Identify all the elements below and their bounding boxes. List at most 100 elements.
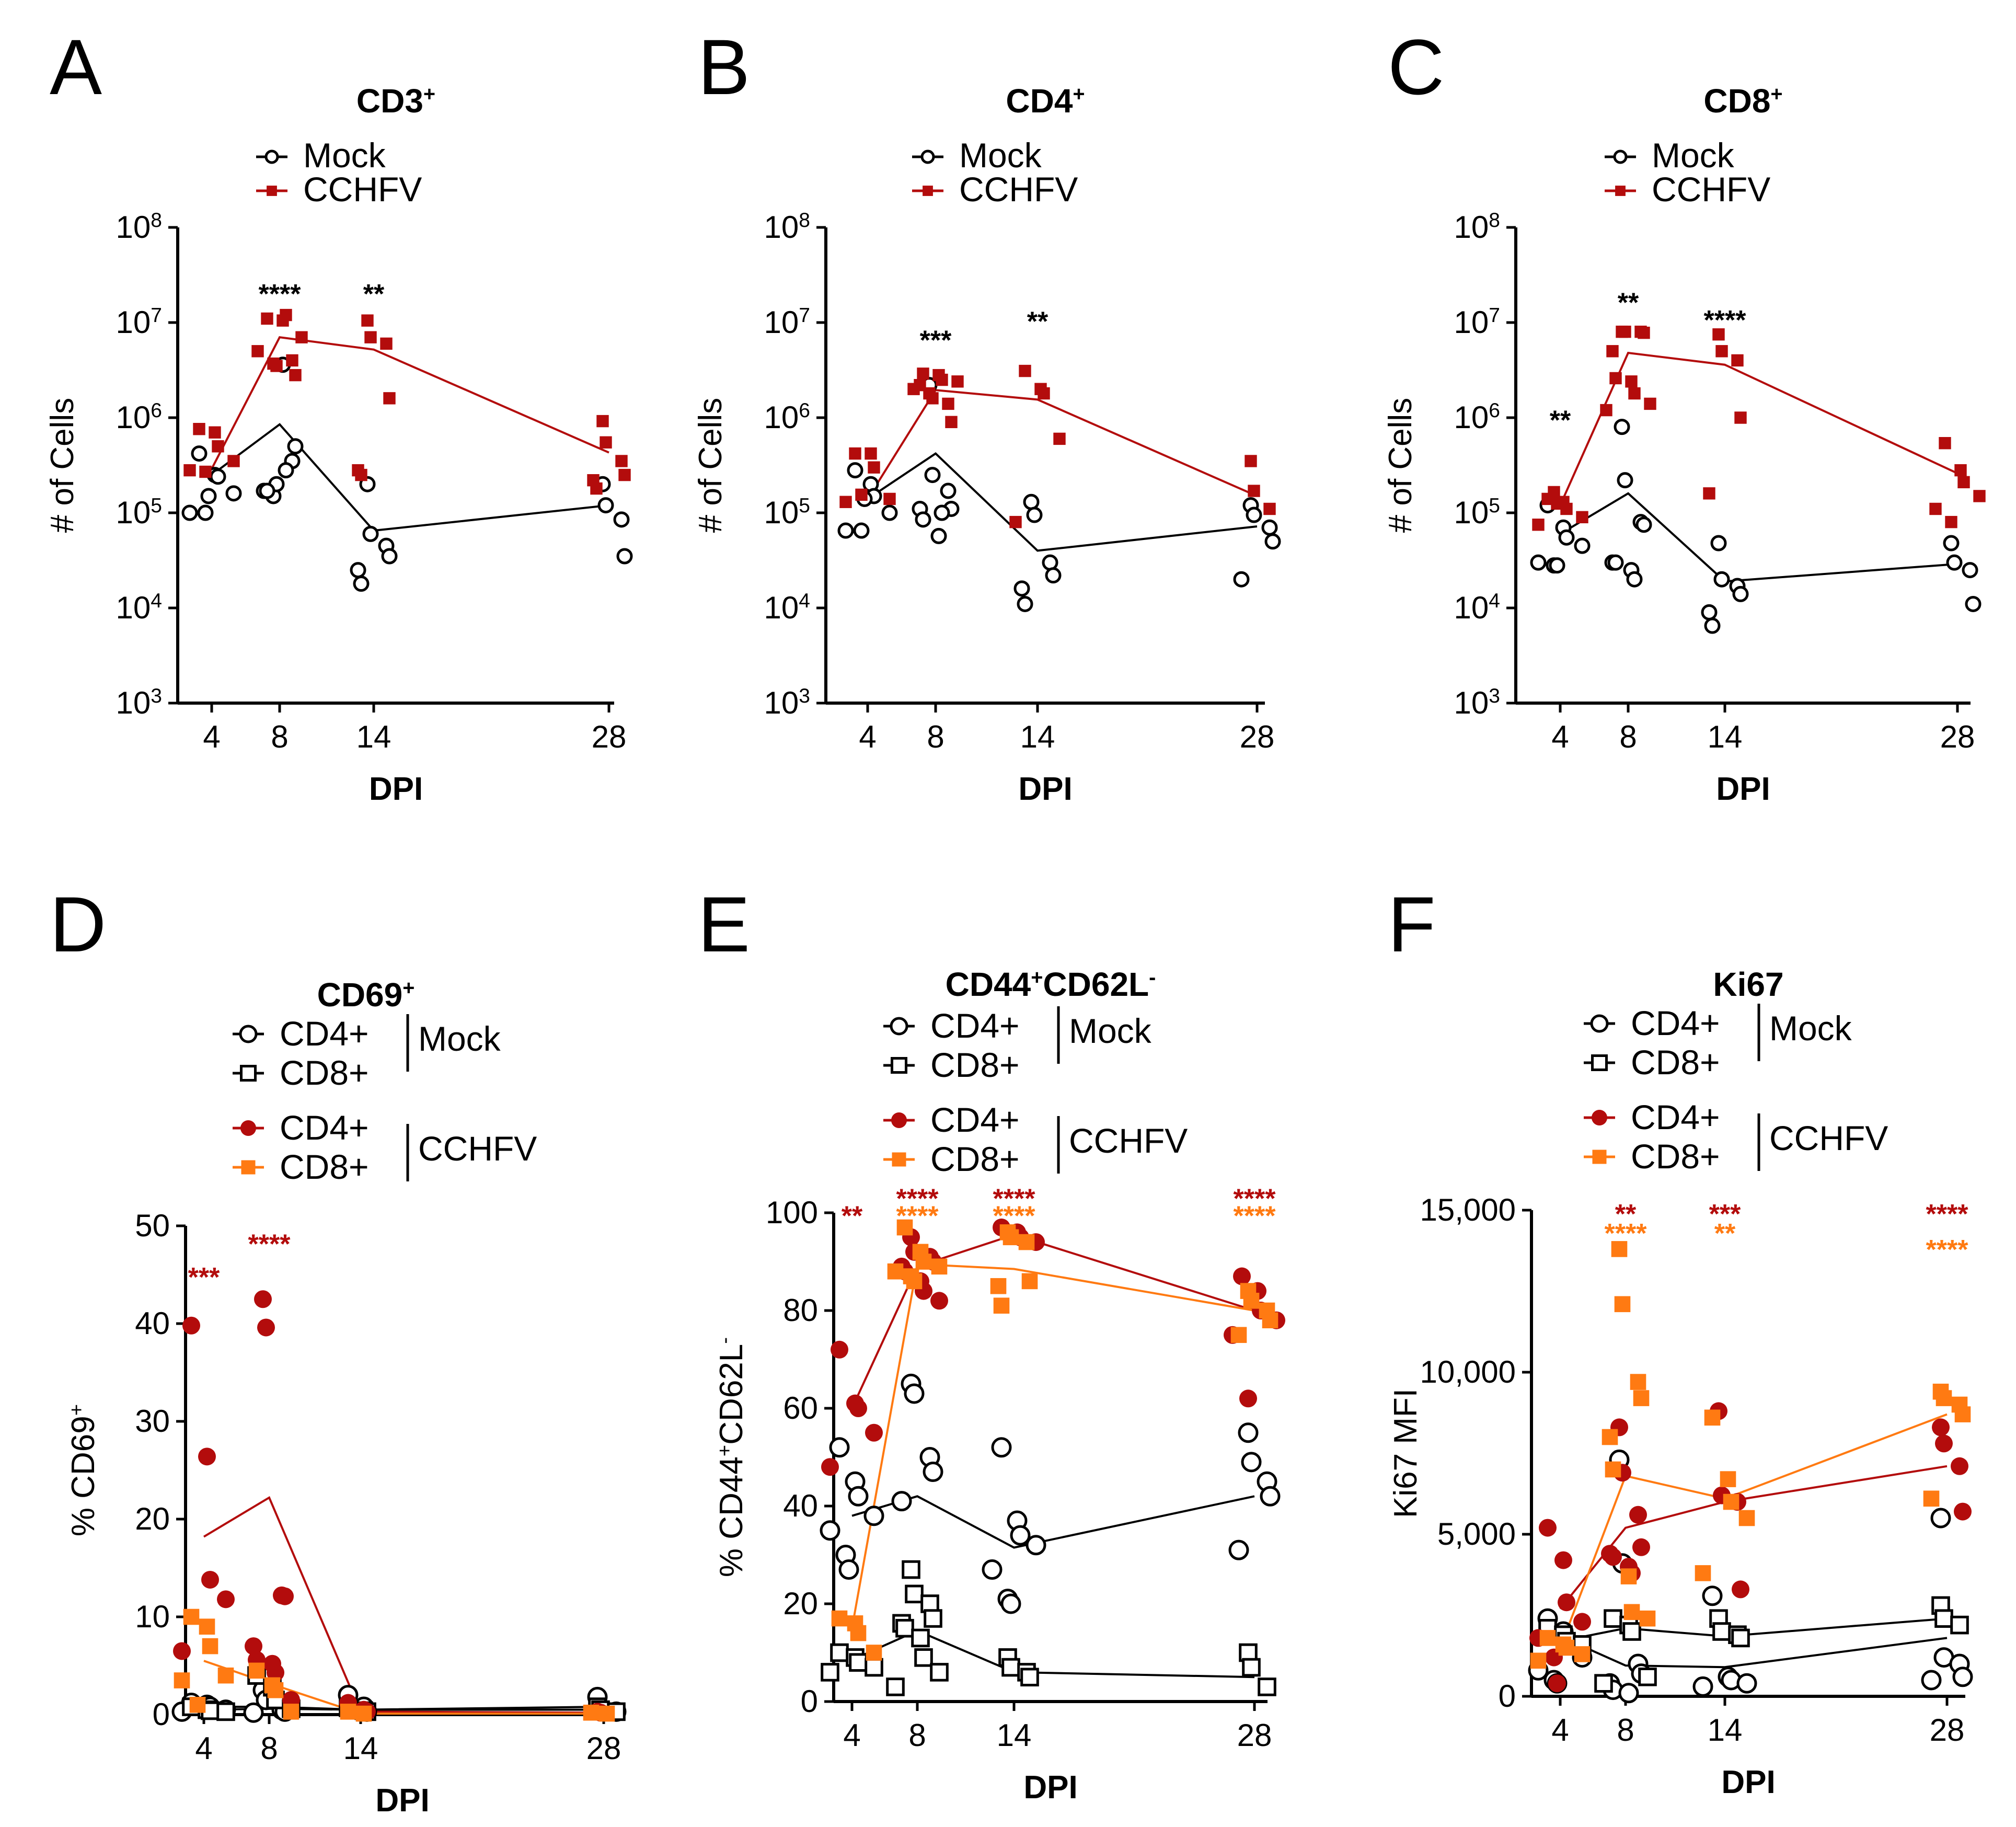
- data-point: [1957, 476, 1970, 489]
- y-tick-label: 107: [116, 304, 162, 340]
- data-point: [287, 438, 304, 455]
- data-point: [926, 392, 939, 405]
- data-point: [942, 397, 954, 410]
- data-point: [181, 504, 198, 521]
- legend-marker: [267, 186, 277, 196]
- legend-marker: [1592, 1150, 1607, 1164]
- data-point: [1629, 1506, 1647, 1524]
- data-point: [616, 548, 633, 565]
- data-point: [183, 1608, 200, 1625]
- legend-marker: [1613, 150, 1628, 164]
- legend-marker: [240, 1120, 256, 1136]
- panel-label: D: [50, 880, 106, 968]
- mean-line: [203, 1660, 604, 1715]
- data-point: [914, 1648, 933, 1667]
- data-point: [1602, 1429, 1618, 1445]
- legend-label: CD8+: [280, 1147, 369, 1186]
- data-point: [202, 1638, 218, 1654]
- data-point: [1530, 554, 1547, 571]
- legend-marker: [1592, 1110, 1607, 1125]
- data-point: [821, 1458, 839, 1476]
- data-point: [936, 373, 948, 386]
- x-tick-label: 14: [1708, 719, 1743, 754]
- data-point: [993, 1297, 1010, 1314]
- data-point: [1632, 1538, 1650, 1556]
- data-point: [217, 1667, 234, 1684]
- significance-label: **: [1714, 1219, 1736, 1249]
- x-tick-label: 28: [1930, 1713, 1965, 1748]
- data-point: [1628, 387, 1641, 400]
- data-point: [1704, 617, 1721, 634]
- mean-line: [851, 1263, 1255, 1629]
- data-point: [1019, 364, 1031, 377]
- data-point: [248, 1662, 265, 1679]
- x-tick-label: 28: [586, 1731, 621, 1766]
- chart-title: CD44+CD62L-: [946, 966, 1156, 1003]
- data-point: [1614, 1296, 1631, 1313]
- data-point: [243, 1702, 264, 1723]
- data-point: [1692, 1676, 1713, 1697]
- data-point: [863, 1506, 884, 1526]
- data-point: [1548, 1674, 1566, 1693]
- significance-label: ****: [1234, 1201, 1276, 1231]
- data-point: [254, 1290, 272, 1308]
- y-tick-label: 107: [1454, 304, 1500, 340]
- significance-label: **: [1615, 1199, 1637, 1230]
- data-point: [174, 1672, 190, 1688]
- data-point: [1246, 507, 1262, 523]
- data-point: [945, 416, 958, 429]
- legend-group-label: CCHFV: [1069, 1121, 1188, 1160]
- y-tick-label: 20: [135, 1501, 170, 1536]
- significance-label: ****: [259, 279, 302, 309]
- data-point: [838, 1559, 859, 1580]
- chart-title: CD4+: [1006, 82, 1085, 120]
- data-point: [915, 511, 931, 528]
- data-point: [1932, 1418, 1950, 1437]
- data-point: [381, 548, 398, 565]
- data-point: [198, 1447, 216, 1466]
- y-tick-label: 10,000: [1420, 1354, 1516, 1389]
- data-point: [1609, 372, 1622, 385]
- significance-label: **: [1550, 406, 1571, 436]
- y-tick-label: 10: [135, 1599, 170, 1634]
- data-point: [923, 1462, 943, 1483]
- data-point: [1731, 354, 1744, 367]
- data-point: [193, 422, 205, 435]
- chart-title: Ki67: [1713, 966, 1783, 1003]
- data-point: [830, 1643, 849, 1662]
- data-point: [1720, 1471, 1736, 1487]
- significance-label: ****: [1234, 1184, 1276, 1214]
- data-point: [849, 447, 861, 460]
- data-point: [1732, 1580, 1749, 1599]
- data-point: [1233, 571, 1250, 588]
- data-point: [1736, 1673, 1757, 1694]
- data-point: [865, 1658, 883, 1677]
- data-point: [1560, 502, 1573, 515]
- legend-marker: [1590, 1014, 1609, 1033]
- data-point: [590, 482, 603, 495]
- data-point: [350, 562, 366, 579]
- legend-label: Mock: [959, 136, 1042, 175]
- chart-title: CD69+: [317, 976, 415, 1014]
- x-tick-label: 4: [203, 719, 220, 754]
- data-point: [199, 1618, 215, 1635]
- data-point: [1939, 437, 1951, 450]
- data-point: [1611, 1241, 1628, 1257]
- legend-marker: [891, 1057, 907, 1074]
- data-point: [924, 467, 941, 484]
- data-point: [267, 1663, 284, 1682]
- data-point: [1633, 1390, 1650, 1406]
- significance-label: ****: [248, 1229, 291, 1259]
- data-point: [1245, 455, 1257, 467]
- data-point: [915, 1254, 932, 1270]
- data-point: [896, 1219, 913, 1236]
- mean-line: [1560, 1635, 1948, 1669]
- mean-line: [1559, 1413, 1948, 1648]
- legend-label: CCHFV: [1652, 170, 1770, 209]
- data-point: [1723, 1493, 1739, 1510]
- panel-label: E: [698, 880, 750, 968]
- data-point: [855, 488, 868, 501]
